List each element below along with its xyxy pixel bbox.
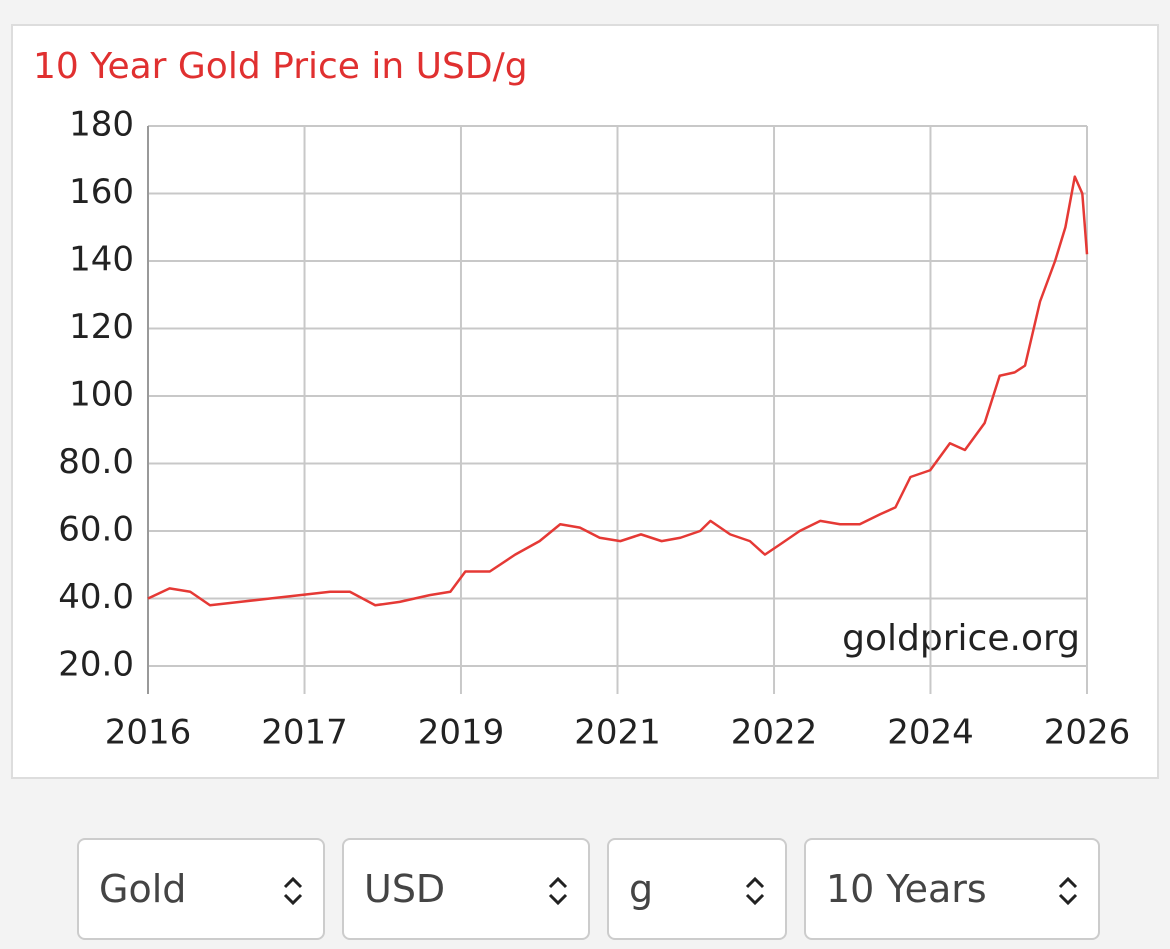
y-tick-label: 180 [69, 105, 134, 145]
y-tick-label: 120 [69, 307, 134, 347]
y-tick-label: 140 [69, 240, 134, 280]
x-tick-label: 2022 [731, 713, 818, 753]
x-tick-label: 2019 [418, 713, 505, 753]
watermark: goldprice.org [842, 618, 1080, 659]
x-tick-label: 2016 [105, 713, 192, 753]
select-label: 10 Years [826, 867, 987, 911]
y-tick-label: 40.0 [58, 577, 134, 617]
y-tick-label: 20.0 [58, 645, 134, 685]
period-select[interactable]: 10 Years [804, 838, 1100, 940]
unit-select[interactable]: g [607, 838, 787, 940]
x-tick-label: 2021 [574, 713, 661, 753]
select-label: Gold [99, 867, 187, 911]
y-tick-label: 60.0 [58, 510, 134, 550]
chevron [548, 876, 568, 906]
y-tick-label: 160 [69, 172, 134, 212]
price-line [147, 175, 1089, 607]
chart-panel [11, 24, 1159, 779]
x-tick-label: 2026 [1044, 713, 1131, 753]
currency-select[interactable]: USD [342, 838, 590, 940]
chevron [283, 876, 303, 906]
y-tick-label: 80.0 [58, 442, 134, 482]
x-tick-label: 2017 [261, 713, 348, 753]
chevron [1058, 876, 1078, 906]
select-label: USD [364, 867, 446, 911]
y-tick-label: 100 [69, 375, 134, 415]
chart: 10 Year Gold Price in USD/g goldprice.or… [11, 24, 1159, 779]
select-label: g [629, 867, 654, 911]
chart-title: 10 Year Gold Price in USD/g [33, 46, 528, 87]
metal-select[interactable]: Gold [77, 838, 325, 940]
x-tick-label: 2024 [887, 713, 974, 753]
chevron [745, 876, 765, 906]
